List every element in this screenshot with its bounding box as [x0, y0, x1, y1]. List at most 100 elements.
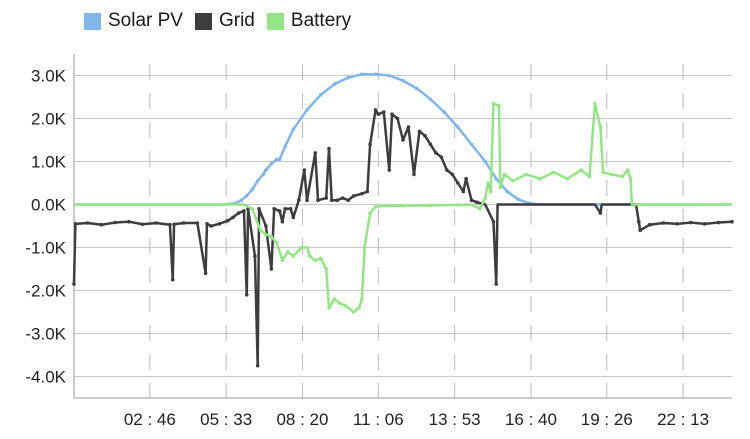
- data-point-battery: [305, 245, 309, 250]
- y-tick-label: -2.0K: [25, 282, 66, 301]
- data-point-grid: [647, 222, 652, 227]
- data-point-grid: [305, 198, 309, 202]
- data-point-battery: [456, 203, 460, 207]
- data-point-grid: [675, 222, 679, 226]
- data-point-solar-pv: [269, 161, 274, 166]
- data-point-grid: [272, 207, 276, 211]
- data-point-battery: [360, 297, 364, 301]
- legend-item-battery: Battery: [266, 10, 352, 32]
- data-point-battery: [313, 258, 318, 263]
- data-point-battery: [275, 241, 279, 245]
- legend-item-solar-pv: Solar PV: [84, 10, 183, 32]
- data-point-solar-pv: [244, 194, 249, 198]
- data-point-battery: [258, 228, 263, 233]
- data-point-battery: [343, 303, 348, 308]
- data-point-solar-pv: [505, 189, 509, 194]
- data-point-grid: [428, 142, 433, 147]
- data-point-grid: [205, 222, 209, 226]
- data-point-solar-pv: [456, 125, 460, 129]
- data-point-solar-pv: [401, 78, 405, 83]
- data-point-solar-pv: [291, 127, 296, 132]
- data-point-battery: [327, 305, 331, 310]
- data-point-grid: [360, 191, 364, 196]
- data-point-battery: [497, 103, 501, 108]
- data-point-grid: [464, 176, 468, 181]
- data-point-grid: [127, 219, 131, 224]
- data-point-grid: [401, 138, 405, 142]
- data-point-battery: [483, 196, 488, 200]
- data-point-grid: [283, 207, 287, 211]
- data-point-grid: [297, 198, 301, 202]
- data-point-grid: [253, 254, 257, 258]
- data-point-grid: [434, 151, 438, 155]
- data-point-grid: [324, 196, 329, 200]
- legend-label: Battery: [290, 10, 352, 31]
- data-point-battery: [387, 203, 392, 208]
- data-point-battery: [351, 310, 356, 314]
- data-point-grid: [406, 125, 411, 129]
- data-point-grid: [255, 363, 260, 368]
- data-point-battery: [362, 245, 367, 250]
- data-point-grid: [140, 222, 145, 227]
- legend: Solar PV Grid Battery: [84, 10, 363, 32]
- data-point-battery: [551, 170, 556, 175]
- data-point-grid: [382, 110, 386, 114]
- data-point-solar-pv: [283, 144, 287, 149]
- data-point-grid: [242, 209, 246, 213]
- data-point-battery: [307, 254, 312, 258]
- legend-label: Grid: [218, 10, 255, 31]
- data-point-grid: [376, 112, 381, 116]
- data-point-grid: [72, 282, 76, 286]
- data-point-grid: [327, 146, 331, 151]
- data-point-battery: [598, 125, 603, 129]
- data-point-grid: [264, 224, 268, 228]
- data-point-solar-pv: [250, 187, 255, 192]
- data-point-grid: [469, 198, 474, 202]
- data-point-solar-pv: [516, 197, 520, 202]
- data-point-grid: [154, 221, 159, 225]
- data-point-grid: [475, 200, 479, 205]
- data-point-battery: [498, 185, 503, 190]
- data-point-grid: [291, 215, 296, 220]
- y-tick-label: -3.0K: [25, 325, 66, 344]
- data-point-battery: [280, 258, 285, 263]
- data-point-grid: [288, 207, 293, 211]
- data-point-grid: [335, 198, 340, 202]
- data-point-solar-pv: [442, 110, 446, 114]
- data-point-solar-pv: [483, 159, 488, 164]
- data-point-battery: [587, 174, 592, 179]
- data-point-grid: [329, 198, 334, 202]
- data-point-grid: [203, 271, 208, 276]
- data-point-battery: [250, 207, 255, 211]
- data-point-grid: [231, 215, 235, 220]
- data-point-grid: [598, 211, 603, 215]
- data-point-grid: [340, 196, 345, 200]
- x-tick-label: 02 : 46: [124, 410, 176, 429]
- x-tick-label: 05 : 33: [200, 410, 252, 429]
- data-point-grid: [209, 224, 213, 228]
- data-point-grid: [170, 277, 175, 282]
- data-point-grid: [346, 198, 350, 202]
- data-point-battery: [373, 204, 378, 209]
- data-point-solar-pv: [261, 172, 265, 177]
- data-point-solar-pv: [264, 168, 268, 172]
- y-tick-label: -4.0K: [25, 368, 66, 387]
- data-point-grid: [702, 222, 707, 226]
- data-point-grid: [168, 222, 172, 227]
- data-point-battery: [401, 203, 405, 208]
- data-point-grid: [423, 133, 427, 138]
- data-point-battery: [477, 207, 482, 211]
- series-lines: [72, 72, 734, 368]
- data-point-grid: [351, 194, 356, 198]
- data-point-solar-pv: [239, 198, 244, 202]
- data-point-grid: [412, 172, 416, 177]
- data-point-grid: [236, 211, 241, 215]
- data-point-grid: [456, 181, 460, 185]
- data-point-grid: [316, 198, 320, 202]
- x-tick-label: 22 : 13: [657, 410, 709, 429]
- y-tick-label: 0.0K: [31, 196, 67, 215]
- data-point-grid: [494, 282, 499, 286]
- data-point-solar-pv: [305, 108, 309, 112]
- data-point-battery: [626, 168, 630, 172]
